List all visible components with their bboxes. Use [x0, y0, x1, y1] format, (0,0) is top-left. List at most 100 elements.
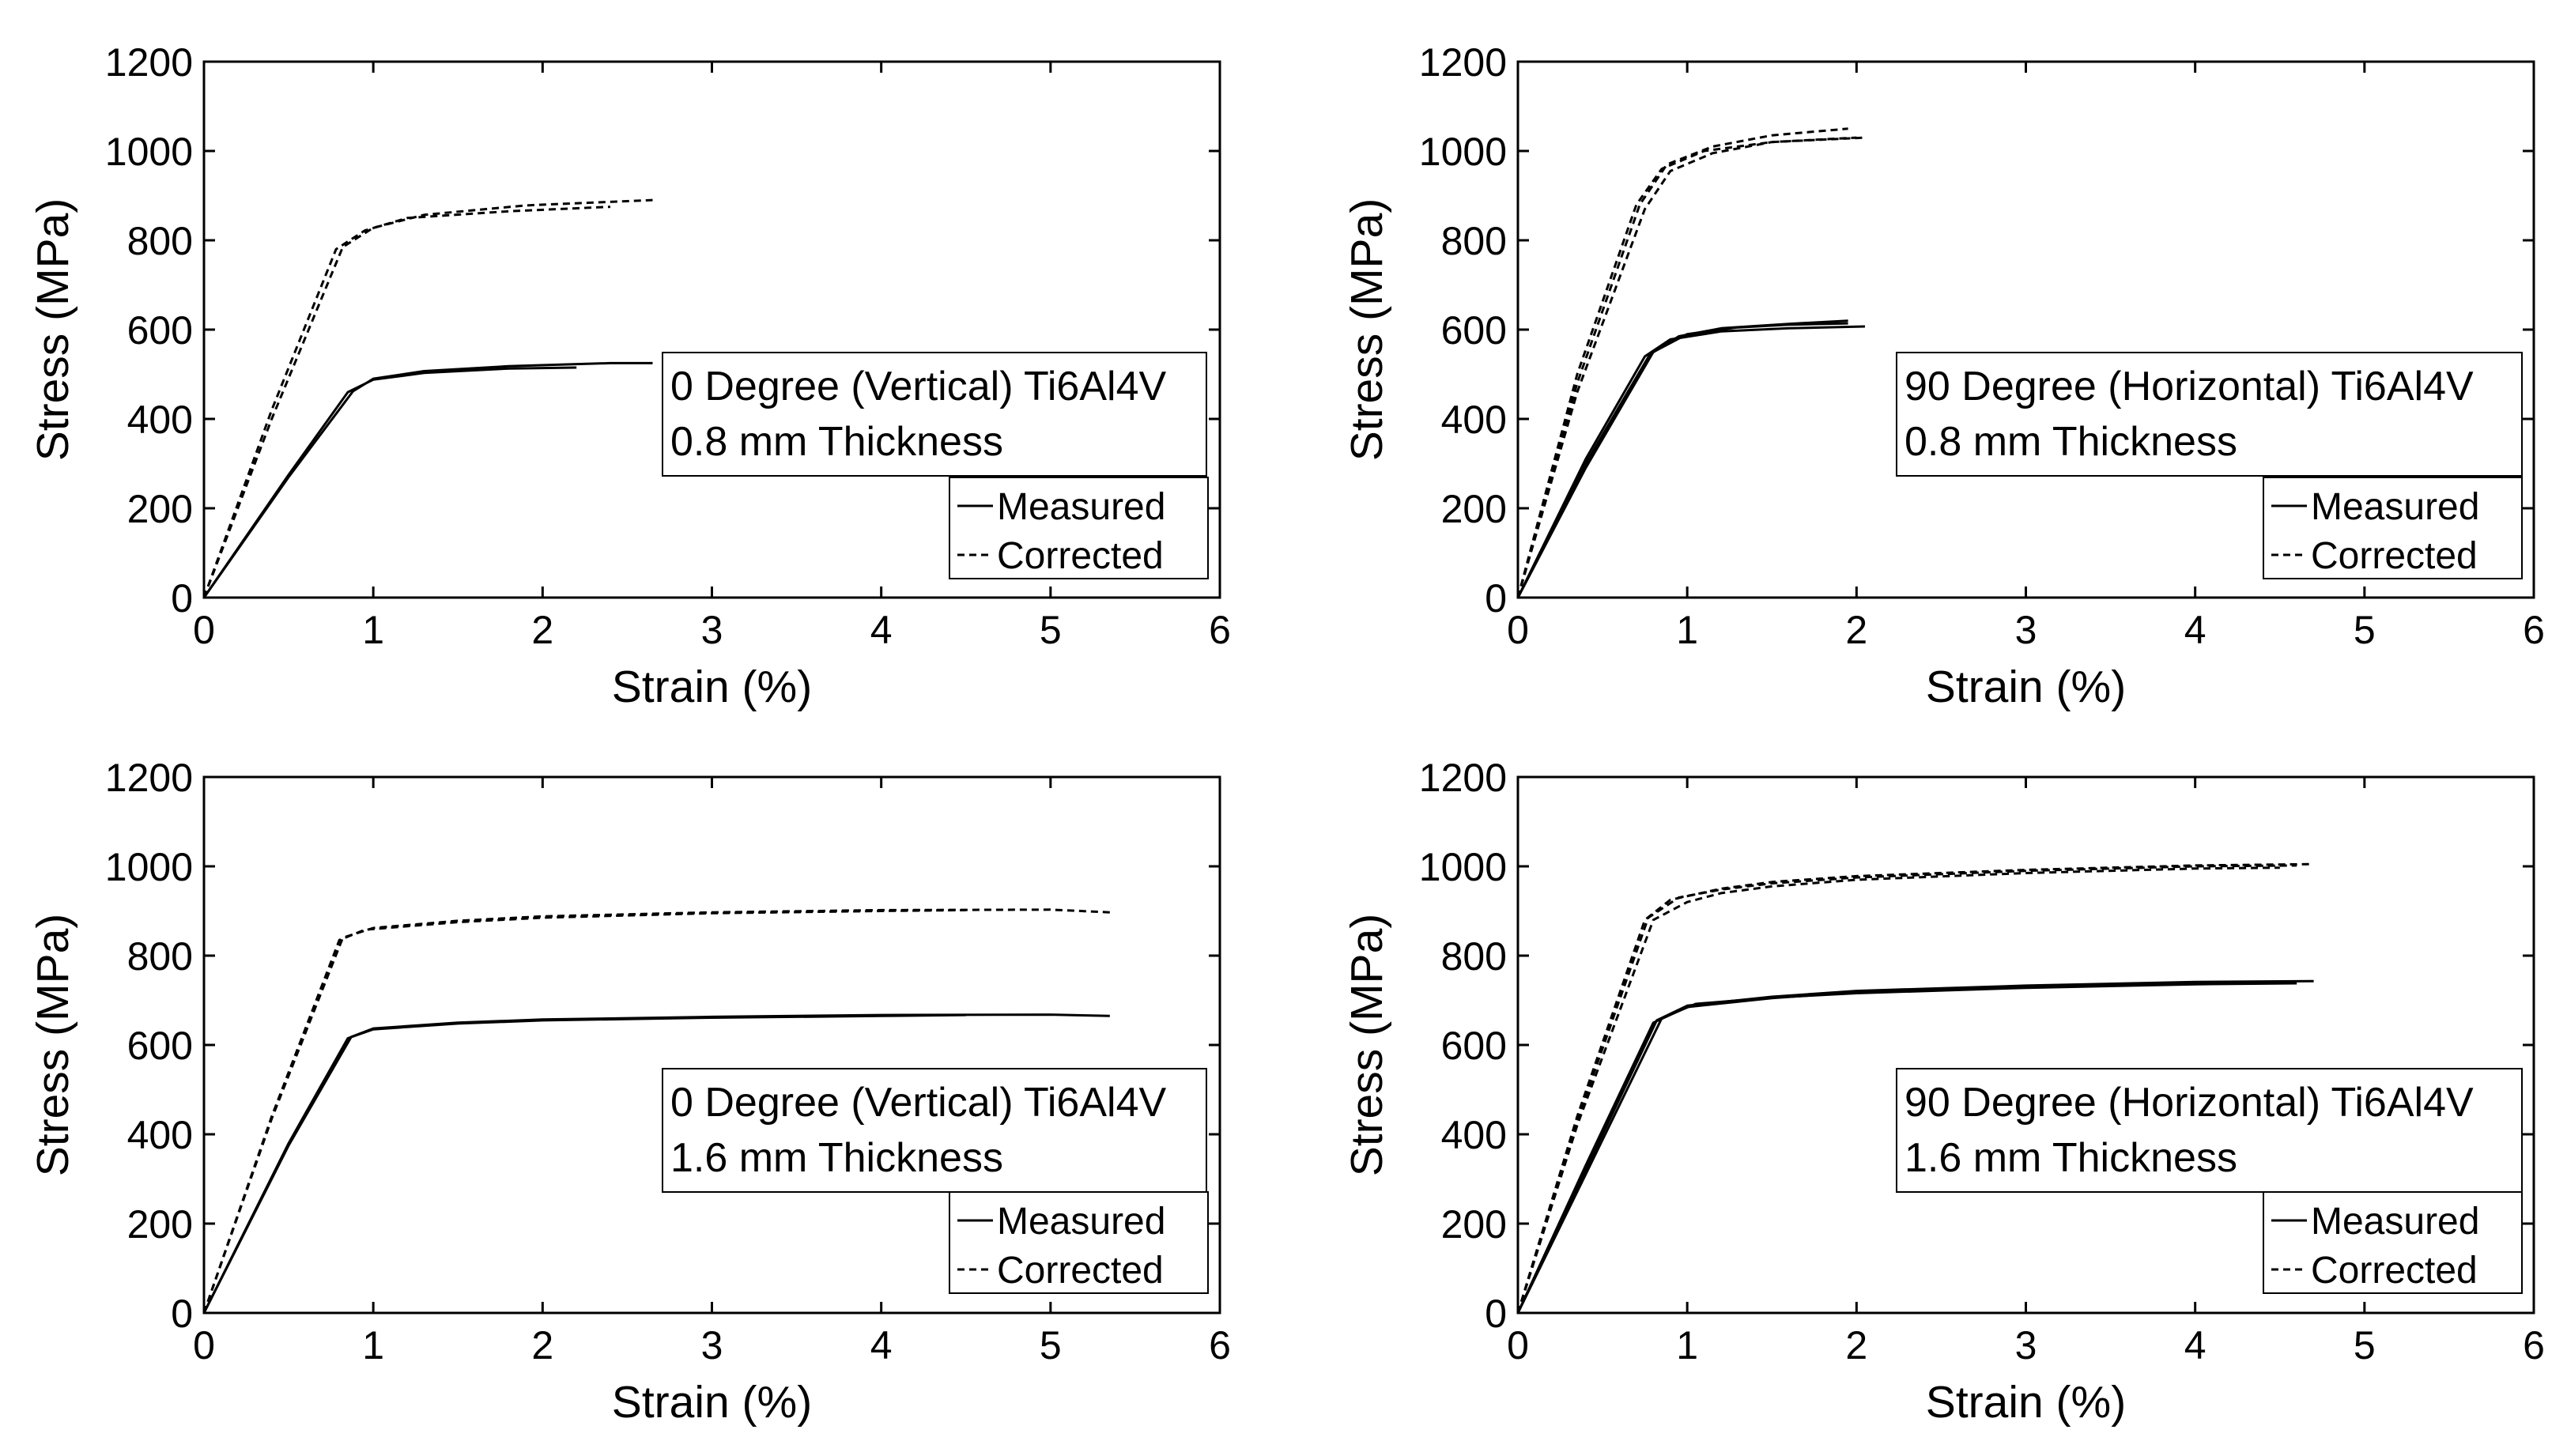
measured-series-line: [202, 1013, 1110, 1314]
annotation-box: [662, 1068, 1207, 1193]
x-tick-label: 1: [362, 608, 384, 652]
legend-label-corrected: Corrected: [2311, 535, 2478, 577]
legend-label-measured: Measured: [997, 486, 1165, 528]
measured-series-line: [202, 361, 653, 598]
x-tick-label: 2: [531, 608, 553, 652]
y-axis-title: Stress (MPa): [28, 914, 78, 1177]
chart-panel-4: 0 1 2 3 4 5 6 0 200 400 600 800 1000 1200 Strain (%) St…: [1342, 756, 2545, 1428]
y-tick-label: 600: [127, 308, 193, 353]
x-axis-title: Strain (%): [612, 1377, 812, 1428]
chart-panel-1: 0 1 2 3 4 5 6 0 200 400 600 800 1000 1200 Strain (%) St…: [28, 40, 1231, 712]
x-tick-label: 5: [2354, 1323, 2376, 1367]
y-tick-label: 600: [127, 1024, 193, 1068]
x-tick-label: 0: [193, 608, 215, 652]
measured-series-line: [1516, 982, 2297, 1314]
x-tick-label: 4: [2184, 1323, 2206, 1367]
y-tick-label: 1200: [1419, 40, 1507, 85]
x-tick-label: 5: [1040, 1323, 1062, 1367]
annotation-box: [1896, 352, 2523, 477]
x-tick-label: 4: [2184, 608, 2206, 652]
corrected-series-line: [1516, 866, 2280, 1314]
x-tick-label: 5: [1040, 608, 1062, 652]
y-tick-label: 1000: [1419, 130, 1507, 174]
y-tick-label: 1000: [105, 845, 193, 889]
x-tick-label: 6: [2523, 608, 2545, 652]
y-axis-title: Stress (MPa): [1342, 198, 1392, 462]
x-tick-label: 3: [701, 1323, 723, 1367]
x-tick-label: 6: [2523, 1323, 2545, 1367]
chart-panel-2: 0 1 2 3 4 5 6 0 200 400 600 800 1000 1200 Strain (%) St…: [1342, 40, 2545, 712]
annotation-box: [1896, 1068, 2523, 1193]
annotation-line: 0 Degree (Vertical) Ti6Al4V: [670, 364, 1166, 409]
y-tick-label: 400: [127, 398, 193, 442]
legend-label-corrected: Corrected: [997, 535, 1164, 577]
x-tick-label: 3: [2015, 1323, 2037, 1367]
y-tick-label: 200: [1441, 1202, 1507, 1247]
measured-series-line: [1516, 325, 1866, 598]
x-tick-label: 6: [1209, 1323, 1231, 1367]
x-axis-title: Strain (%): [1926, 662, 2126, 712]
legend-label-corrected: Corrected: [997, 1250, 1164, 1292]
legend-label-corrected: Corrected: [2311, 1250, 2478, 1292]
y-axis-title: Stress (MPa): [28, 198, 78, 462]
annotation-line: 1.6 mm Thickness: [1904, 1135, 2237, 1181]
annotation-line: 1.6 mm Thickness: [670, 1135, 1003, 1181]
annotation-line: 90 Degree (Horizontal) Ti6Al4V: [1904, 364, 2474, 409]
legend-label-measured: Measured: [997, 1201, 1165, 1243]
y-tick-label: 800: [1441, 934, 1507, 979]
corrected-series-line: [1516, 127, 1848, 598]
y-tick-label: 0: [1485, 576, 1507, 620]
corrected-series-line: [1516, 136, 1866, 598]
corrected-series-line: [202, 908, 1110, 1314]
legend-box: [2263, 1191, 2523, 1294]
annotation-line: 0 Degree (Vertical) Ti6Al4V: [670, 1080, 1166, 1126]
y-tick-label: 800: [1441, 219, 1507, 263]
y-axis-title: Stress (MPa): [1342, 914, 1392, 1177]
corrected-series-line: [202, 198, 653, 598]
y-tick-label: 1200: [105, 756, 193, 800]
x-tick-label: 6: [1209, 608, 1231, 652]
x-tick-label: 2: [531, 1323, 553, 1367]
x-tick-label: 0: [1507, 1323, 1529, 1367]
y-tick-label: 400: [1441, 1113, 1507, 1157]
corrected-series-line: [202, 206, 611, 598]
annotation-line: 90 Degree (Horizontal) Ti6Al4V: [1904, 1080, 2474, 1126]
y-tick-label: 0: [171, 1292, 193, 1336]
x-axis-title: Strain (%): [1926, 1377, 2126, 1428]
corrected-series-line: [1516, 136, 1857, 598]
legend-box: [949, 477, 1209, 579]
y-tick-label: 600: [1441, 1024, 1507, 1068]
x-tick-label: 3: [2015, 608, 2037, 652]
y-tick-label: 1200: [105, 40, 193, 85]
y-tick-label: 800: [127, 219, 193, 263]
x-tick-label: 0: [193, 1323, 215, 1367]
y-tick-label: 200: [1441, 487, 1507, 531]
annotation-line: 0.8 mm Thickness: [670, 419, 1003, 465]
x-tick-label: 4: [870, 1323, 893, 1367]
annotation-box: [662, 352, 1207, 477]
y-tick-label: 200: [127, 1202, 193, 1247]
y-tick-label: 0: [171, 576, 193, 620]
measured-series-line: [1516, 322, 1848, 598]
legend-box: [2263, 477, 2523, 579]
x-tick-label: 1: [1676, 1323, 1698, 1367]
y-tick-label: 1000: [1419, 845, 1507, 889]
x-tick-label: 4: [870, 608, 893, 652]
y-tick-label: 200: [127, 487, 193, 531]
x-tick-label: 0: [1507, 608, 1529, 652]
annotation-line: 0.8 mm Thickness: [1904, 419, 2237, 465]
y-tick-label: 400: [127, 1113, 193, 1157]
y-tick-label: 1000: [105, 130, 193, 174]
x-axis-title: Strain (%): [612, 662, 812, 712]
x-tick-label: 2: [1845, 608, 1867, 652]
y-tick-label: 1200: [1419, 756, 1507, 800]
x-tick-label: 2: [1845, 1323, 1867, 1367]
x-tick-label: 5: [2354, 608, 2376, 652]
legend-box: [949, 1191, 1209, 1294]
x-tick-label: 1: [1676, 608, 1698, 652]
corrected-series-line: [1516, 864, 2297, 1314]
y-tick-label: 800: [127, 934, 193, 979]
y-tick-label: 400: [1441, 398, 1507, 442]
